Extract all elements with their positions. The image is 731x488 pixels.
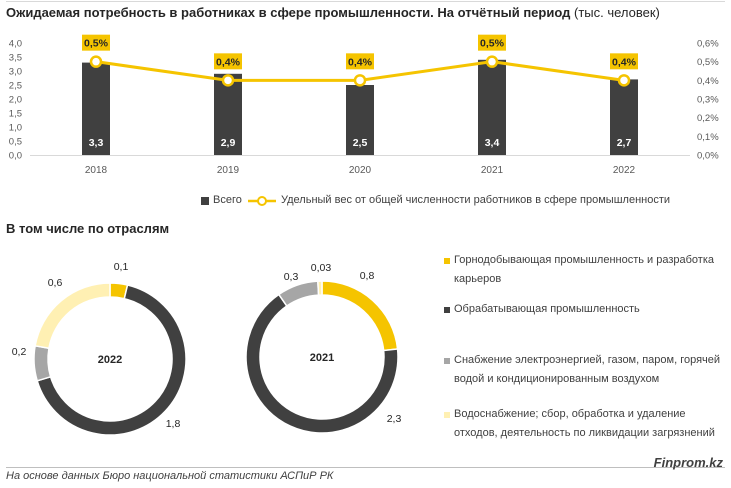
y-tick-label: 0,5	[9, 137, 22, 148]
legend-swatch-bars	[201, 197, 209, 205]
chart-title-unit: (тыс. человек)	[573, 5, 660, 20]
legend-label-energy: Снабжение электроэнергией, газом, паром,…	[454, 351, 720, 389]
x-tick-label: 2022	[613, 165, 636, 176]
legend-label-water-line1: Водоснабжение; сбор, обработка и удалени…	[454, 408, 686, 420]
share-label: 0,4%	[612, 56, 637, 68]
donut-slice	[245, 293, 399, 434]
legend-label-mining-line1: Горнодобывающая промышленность и разрабо…	[454, 254, 715, 266]
top-divider	[6, 1, 725, 2]
section-subtitle: В том числе по отраслям	[6, 221, 170, 236]
donut-center-label: 2022	[98, 354, 122, 366]
legend-label-manufacturing: Обрабатывающая промышленность	[454, 300, 640, 319]
bar-2022	[610, 79, 638, 155]
y-tick-label: 0,0	[9, 151, 22, 162]
y2-tick-label: 0,6%	[697, 39, 719, 50]
bar-2020	[346, 85, 374, 155]
source-note: На основе данных Бюро национальной стати…	[6, 470, 334, 482]
bar-2021	[478, 59, 506, 155]
share-point	[617, 74, 631, 87]
y2-tick-label: 0,5%	[697, 57, 719, 68]
bar-line-chart: 0,0 0,5 1,0 1,5 2,0 2,5 3,0 3,5 4,0 0,0% 0,1% 0,2% 0…	[9, 34, 719, 176]
donut-slice-label: 0,1	[114, 261, 129, 273]
legend-label-manufacturing-line1: Обрабатывающая промышленность	[454, 303, 640, 315]
y-tick-label: 3,5	[9, 53, 22, 64]
legend-label-mining: Горнодобывающая промышленность и разрабо…	[454, 251, 714, 289]
share-point	[89, 55, 103, 68]
donut-slice-label: 0,8	[360, 270, 375, 282]
legend-swatch-mining	[444, 258, 450, 264]
donut-slice-label: 0,03	[311, 262, 332, 274]
legend-swatch-energy	[444, 358, 450, 364]
donut-slice-label: 0,3	[284, 271, 299, 283]
share-label: 0,5%	[480, 38, 505, 50]
share-label-box	[346, 53, 374, 70]
share-point	[353, 74, 367, 87]
share-label-box	[214, 53, 242, 70]
x-tick-label: 2021	[481, 165, 504, 176]
donut-slice	[321, 280, 399, 352]
donut-slice	[36, 284, 187, 436]
y-tick-label: 2,0	[9, 95, 22, 106]
legend-label-line: Удельный вес от общей численности работн…	[281, 194, 671, 206]
bar-2019	[214, 73, 242, 155]
share-point	[221, 74, 235, 87]
x-tick-label: 2020	[349, 165, 372, 176]
y-tick-label: 3,0	[9, 67, 22, 78]
legend-label-water-line2: отходов, деятельность по ликвидации загр…	[454, 427, 715, 439]
y2-tick-label: 0,2%	[697, 113, 719, 124]
y2-tick-label: 0,3%	[697, 95, 719, 106]
bar-value-label: 2,5	[353, 137, 368, 149]
y-tick-label: 1,5	[9, 109, 22, 120]
donut-slice-label: 0,2	[12, 346, 27, 358]
y-tick-label: 2,5	[9, 81, 22, 92]
bar-2018	[82, 62, 110, 155]
legend-label-water: Водоснабжение; сбор, обработка и удалени…	[454, 405, 715, 443]
share-label-box	[82, 34, 110, 51]
donut-slice	[33, 344, 52, 382]
donut-slice-label: 0,6	[48, 277, 63, 289]
donut-center-label: 2021	[310, 352, 334, 364]
y-tick-label: 1,0	[9, 123, 22, 134]
donut-slice	[109, 282, 129, 300]
y-tick-label: 4,0	[9, 39, 22, 50]
y2-tick-label: 0,1%	[697, 132, 719, 143]
legend-swatch-manufacturing	[444, 307, 450, 313]
legend-label-energy-line1: Снабжение электроэнергией, газом, паром,…	[454, 354, 721, 366]
donut-slice	[34, 282, 111, 350]
footer-divider	[6, 467, 725, 468]
x-tick-label: 2018	[85, 165, 108, 176]
share-label-box	[610, 53, 638, 70]
bar-value-label: 3,3	[89, 137, 104, 149]
y2-tick-label: 0,0%	[697, 151, 719, 162]
legend-label-bars: Всего	[213, 194, 242, 206]
share-label-box	[478, 34, 506, 51]
legend-label-energy-line2: водой и кондиционированным воздухом	[454, 373, 660, 385]
donut-slice	[277, 280, 320, 308]
bar-value-label: 2,7	[617, 137, 632, 149]
x-tick-label: 2019	[217, 165, 240, 176]
chart-title: Ожидаемая потребность в работниках в сфе…	[6, 5, 660, 20]
bar-value-label: 3,4	[485, 137, 500, 149]
donut-slice	[317, 280, 323, 296]
chart-title-main: Ожидаемая потребность в работниках в сфе…	[6, 5, 571, 20]
share-label: 0,4%	[348, 56, 373, 68]
legend-label-mining-line2: карьеров	[454, 273, 502, 285]
bar-value-label: 2,9	[221, 137, 236, 149]
share-label: 0,5%	[84, 38, 109, 50]
legend-swatch-water	[444, 412, 450, 418]
share-point	[485, 55, 499, 68]
donut-slice-label: 1,8	[166, 418, 181, 430]
share-label: 0,4%	[216, 56, 241, 68]
donut-slice-label: 2,3	[387, 413, 402, 425]
brand-label: Finprom.kz	[653, 455, 723, 470]
y2-tick-label: 0,4%	[697, 76, 719, 87]
legend-swatch-line	[248, 196, 276, 206]
